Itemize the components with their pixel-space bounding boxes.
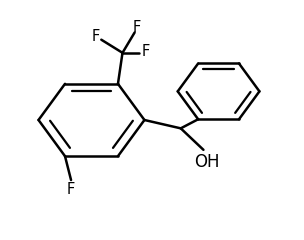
Text: F: F [92,29,100,44]
Text: F: F [142,44,150,59]
Text: OH: OH [194,153,219,171]
Text: F: F [67,182,75,198]
Text: F: F [133,20,141,35]
